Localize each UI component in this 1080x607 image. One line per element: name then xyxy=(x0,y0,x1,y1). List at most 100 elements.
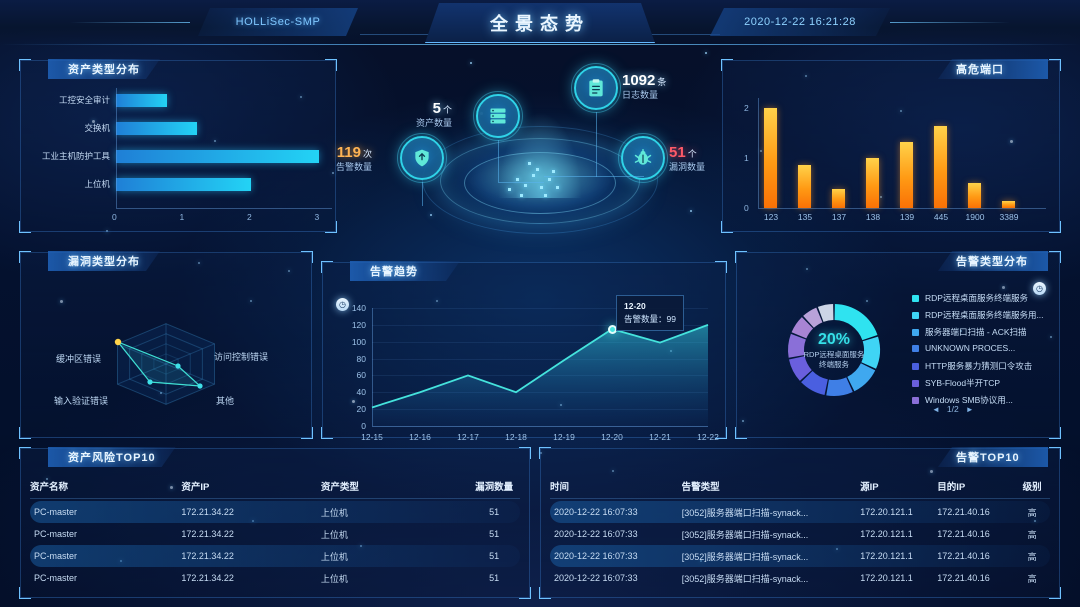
corner-tr xyxy=(519,447,531,459)
legend-label: SYB-Flood半开TCP xyxy=(925,378,1001,388)
table-cell: 172.21.40.16 xyxy=(937,529,990,539)
table-row[interactable]: PC-master 172.21.34.22 上位机 51 xyxy=(30,501,520,523)
clock-icon: ◷ xyxy=(1033,282,1046,295)
donut-segment[interactable] xyxy=(861,336,880,369)
donut-segment[interactable] xyxy=(788,333,806,358)
page-title: 全景态势 xyxy=(425,3,655,43)
x-tick: 2 xyxy=(247,212,252,222)
bar-fill xyxy=(116,122,197,135)
table-cell: 172.21.34.22 xyxy=(181,573,234,583)
panel-alerttop-frame xyxy=(540,448,1060,598)
radar-axis-label: 其他 xyxy=(216,396,235,406)
panel-asset-type: 资产类型分布 工控安全审计 交换机 工业主机防护工具 上位机 0 1 2 3 xyxy=(19,59,337,233)
highlighted-data-point[interactable] xyxy=(607,324,617,334)
table-row[interactable]: 2020-12-22 16:07:33 [3052]服务器端口扫描-synack.… xyxy=(550,545,1050,567)
kpi-unit: 次 xyxy=(362,149,372,159)
table-cell: PC-master xyxy=(34,529,78,539)
donut-center-label: RDP远程桌面服务 终端服务 xyxy=(803,350,865,370)
table-row[interactable]: 2020-12-22 16:07:33 [3052]服务器端口扫描-synack.… xyxy=(550,523,1050,545)
center-core-visual xyxy=(420,112,660,242)
table-cell: 172.21.40.16 xyxy=(937,551,990,561)
legend-item[interactable]: RDP远程桌面服务终端服务 xyxy=(912,292,1028,304)
legend-swatch xyxy=(912,362,919,370)
clipboard-icon[interactable] xyxy=(571,63,621,113)
kpi-unit: 个 xyxy=(687,149,697,159)
connector-wire xyxy=(596,112,597,176)
donut-segment[interactable] xyxy=(826,377,853,396)
table-row[interactable]: PC-master 172.21.34.22 上位机 51 xyxy=(30,567,520,589)
corner-tr xyxy=(301,251,313,263)
core-particle xyxy=(552,170,555,173)
legend-swatch xyxy=(912,311,919,319)
donut-segment[interactable] xyxy=(817,304,834,322)
donut-segment[interactable] xyxy=(847,363,876,392)
corner-tl xyxy=(721,59,733,71)
table-cell: 172.21.40.16 xyxy=(937,573,990,583)
legend-item[interactable]: SYB-Flood半开TCP xyxy=(912,377,1000,389)
panel-alert-trend: 告警趋势 ◷ 0 20 40 60 80 100 120 140 12-15 12-16 12-17… xyxy=(321,261,727,442)
donut-segment[interactable] xyxy=(801,370,828,396)
table-row[interactable]: 2020-12-22 16:07:33 [3052]服务器端口扫描-synack.… xyxy=(550,567,1050,589)
radar-axis-label: 缓冲区错误 xyxy=(56,354,102,364)
donut-segment[interactable] xyxy=(803,307,823,328)
radar-axis-label: 访问控制错误 xyxy=(214,352,269,362)
bug-icon[interactable] xyxy=(618,133,668,183)
donut-segment[interactable] xyxy=(791,317,814,339)
brand-plate: HOLLiSec-SMP xyxy=(198,8,358,36)
corner-bl xyxy=(19,587,31,599)
table-cell: 上位机 xyxy=(320,529,348,540)
bar-label: 上位机 xyxy=(84,179,110,189)
corner-tr xyxy=(715,261,727,273)
chevron-left-icon[interactable]: ◄ xyxy=(932,404,940,414)
header-accent-right xyxy=(640,34,720,35)
core-particle xyxy=(548,178,551,181)
legend-item[interactable]: RDP远程桌面服务终端服务用... xyxy=(912,309,1044,321)
panel-high-risk-ports: 高危端口 0 1 2 123 135 137 138 139 445 1900 3389 xyxy=(721,59,1061,233)
kpi-label: 资产数量 xyxy=(415,118,452,128)
corner-br xyxy=(301,427,313,439)
table-cell: 172.20.121.1 xyxy=(860,573,913,583)
header-divider xyxy=(0,44,1080,45)
legend-item[interactable]: HTTP服务暴力猜测口令攻击 xyxy=(912,360,1032,372)
table-row[interactable]: PC-master 172.21.34.22 上位机 51 xyxy=(30,545,520,567)
table-divider xyxy=(30,498,520,499)
shield-icon[interactable] xyxy=(397,133,447,183)
legend-pager[interactable]: ◄ 1/2 ► xyxy=(932,404,974,414)
line-svg xyxy=(371,324,709,426)
legend-swatch xyxy=(912,344,919,352)
donut-segment[interactable] xyxy=(788,356,812,381)
table-row[interactable]: PC-master 172.21.34.22 上位机 51 xyxy=(30,523,520,545)
core-particle xyxy=(540,186,543,189)
server-icon[interactable] xyxy=(473,91,523,141)
table-row[interactable]: 2020-12-22 16:07:33 [3052]服务器端口扫描-synack.… xyxy=(550,501,1050,523)
panel-vuln-type: 漏洞类型分布 缓冲区错误 访问控制错误 其他 输入验证错误 xyxy=(19,251,313,439)
core-particle xyxy=(508,188,511,191)
kpi-unit: 条 xyxy=(657,77,667,87)
legend-item[interactable]: 服务器端口扫描 - ACK扫描 xyxy=(912,326,1027,338)
table-cell: PC-master xyxy=(34,507,78,517)
legend-item[interactable]: UNKNOWN PROCES... xyxy=(912,343,1015,353)
legend-item[interactable]: Windows SMB协议用... xyxy=(912,394,1013,406)
bar-label: 工控安全审计 xyxy=(58,95,110,105)
chevron-right-icon[interactable]: ► xyxy=(965,404,974,414)
x-axis xyxy=(758,208,1046,209)
connector-wire xyxy=(596,176,644,177)
alert-top-table[interactable]: 时间 告警类型 源IP 目的IP 级别 2020-12-22 16:07:33 [3052]… xyxy=(550,474,1050,589)
gridline xyxy=(372,358,708,360)
gridline xyxy=(372,324,708,326)
legend-label: Windows SMB协议用... xyxy=(925,395,1013,405)
panel-vuln-title: 漏洞类型分布 xyxy=(48,251,160,271)
radar-svg xyxy=(114,323,215,405)
asset-risk-table[interactable]: 资产名称 资产IP 资产类型 漏洞数量 PC-master 172.21.34.22 上位机… xyxy=(30,474,520,589)
donut-segment[interactable] xyxy=(834,304,878,341)
donut-center: 20% RDP远程桌面服务 终端服务 xyxy=(779,331,889,370)
legend-label: RDP远程桌面服务终端服务 xyxy=(925,293,1028,303)
table-cell: PC-master xyxy=(34,551,78,561)
panel-alert-top10: 告警TOP10 时间 告警类型 源IP 目的IP 级别 2020-12-22 16:07:… xyxy=(539,447,1061,599)
table-cell: 2020-12-22 16:07:33 xyxy=(554,551,638,561)
table-cell: 51 xyxy=(489,529,500,539)
x-tick: 138 xyxy=(865,212,881,222)
corner-bl xyxy=(539,587,551,599)
core-particle xyxy=(532,174,535,177)
table-header-cell: 漏洞数量 xyxy=(475,482,514,493)
